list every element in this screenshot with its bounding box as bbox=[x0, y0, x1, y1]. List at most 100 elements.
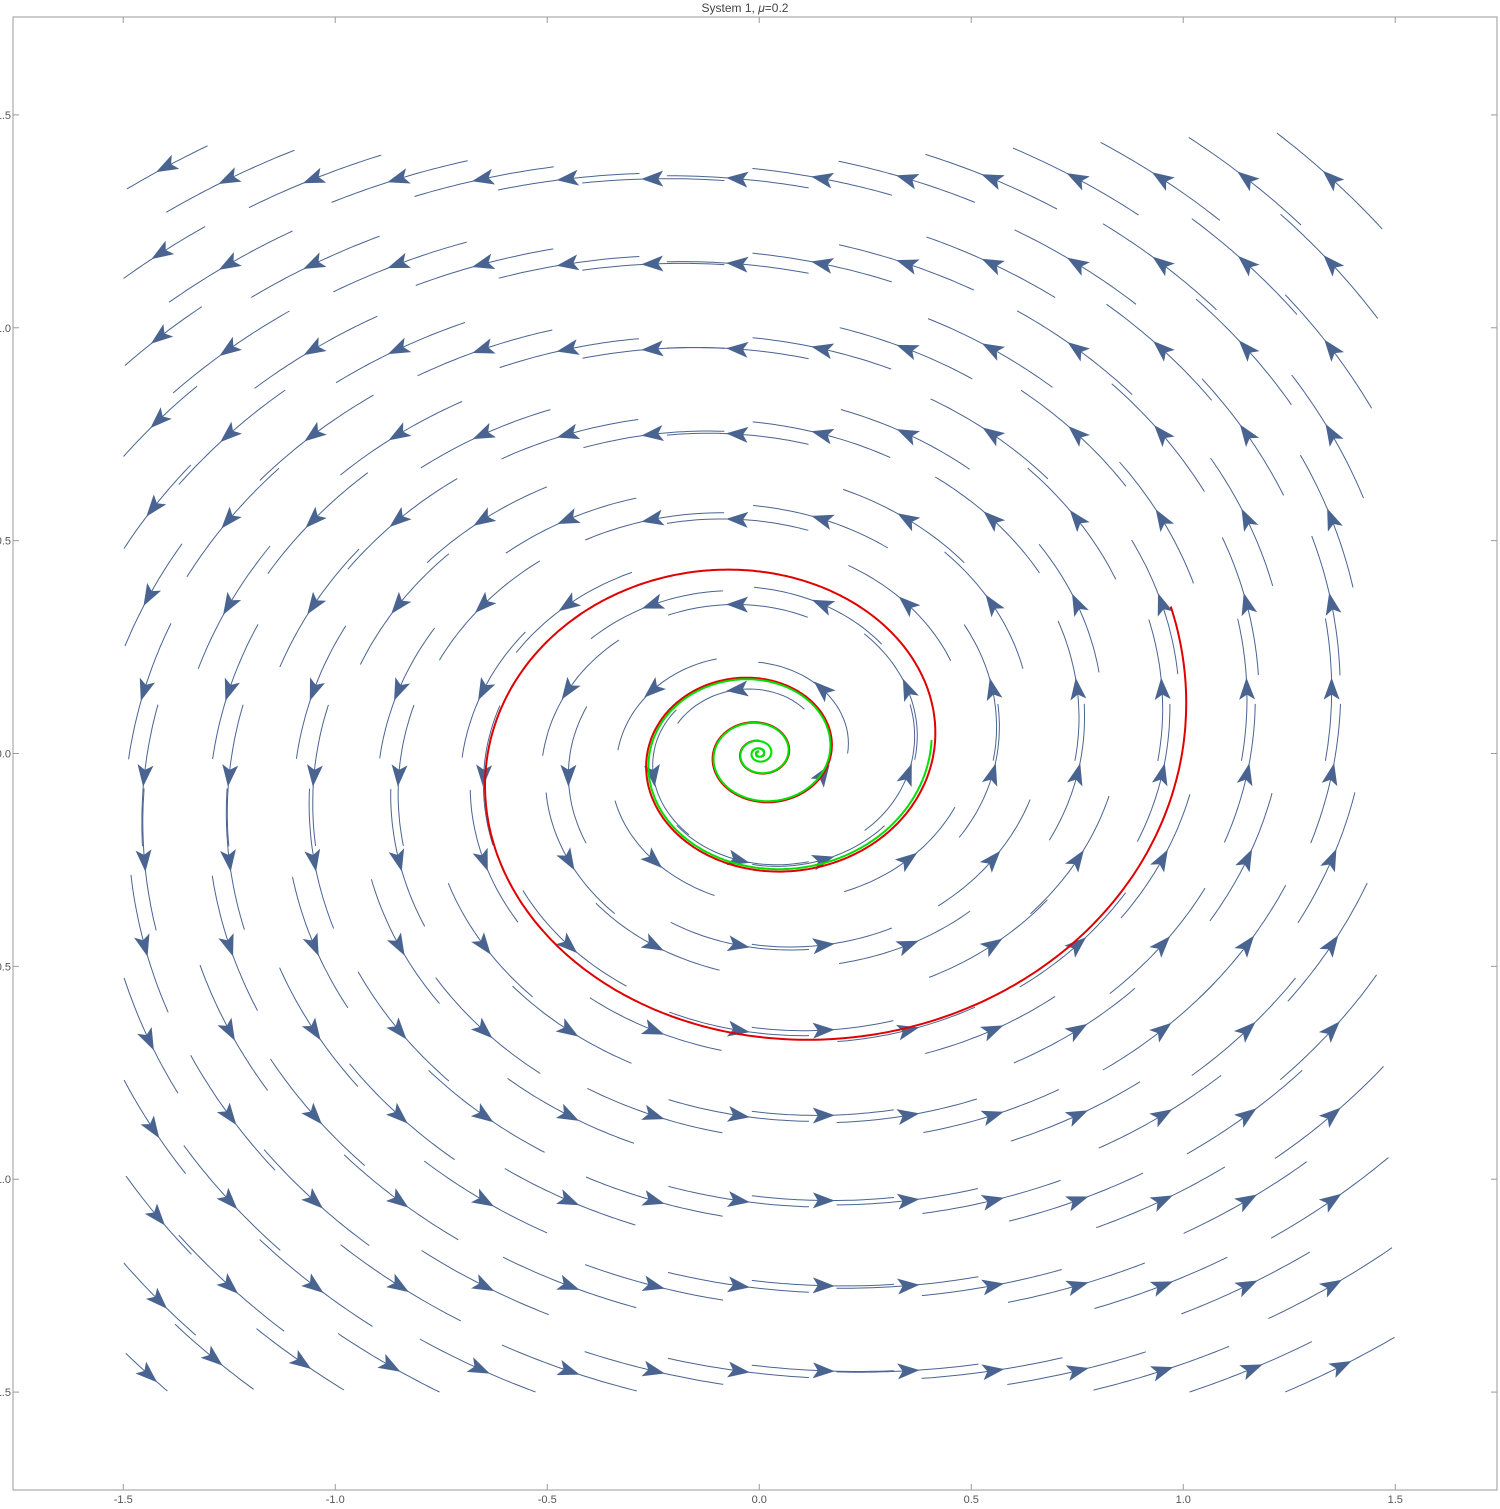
stream-arrow-143 bbox=[898, 596, 921, 618]
stream-arrow-58 bbox=[387, 252, 411, 269]
stream-line-94 bbox=[589, 997, 722, 1051]
stream-arrow-71 bbox=[472, 422, 496, 440]
stream-arrow-163 bbox=[981, 174, 1005, 191]
stream-line-40 bbox=[267, 472, 369, 574]
stream-line-204 bbox=[1210, 457, 1274, 587]
stream-arrow-93 bbox=[641, 1104, 665, 1120]
stream-line-84 bbox=[515, 571, 633, 654]
stream-arrow-78 bbox=[555, 1103, 580, 1121]
stream-line-214 bbox=[1287, 882, 1368, 1002]
stream-arrow-144 bbox=[897, 513, 921, 532]
stream-arrow-61 bbox=[471, 1274, 495, 1292]
x-tick-label-3: 0.0 bbox=[752, 1494, 767, 1506]
stream-arrow-119 bbox=[812, 1362, 835, 1379]
stream-line-39 bbox=[279, 548, 360, 668]
stream-arrow-147 bbox=[896, 259, 920, 275]
stream-line-35 bbox=[292, 876, 349, 1009]
stream-line-144 bbox=[842, 488, 965, 563]
stream-arrow-136 bbox=[896, 1193, 920, 1210]
stream-arrow-160 bbox=[982, 427, 1006, 447]
stream-arrow-95 bbox=[640, 933, 664, 951]
stream-arrow-185 bbox=[1150, 849, 1168, 873]
stream-arrow-11 bbox=[150, 407, 172, 429]
stream-arrow-206 bbox=[1238, 340, 1260, 362]
stream-arrow-8 bbox=[139, 677, 156, 702]
stream-arrow-122 bbox=[812, 1107, 835, 1124]
stream-arrow-91 bbox=[641, 1275, 665, 1291]
x-tick-label-5: 1.0 bbox=[1176, 1494, 1191, 1506]
stream-arrow-25 bbox=[221, 506, 242, 529]
stream-arrow-174 bbox=[1069, 510, 1090, 533]
stream-line-64 bbox=[435, 977, 541, 1074]
stream-line-19 bbox=[199, 964, 269, 1091]
stream-arrow-37 bbox=[306, 764, 323, 787]
stream-arrow-129 bbox=[811, 514, 835, 530]
stream-arrow-88 bbox=[556, 254, 580, 271]
stream-line-220 bbox=[1291, 374, 1364, 499]
stream-arrow-207 bbox=[1237, 255, 1260, 277]
x-tick-label-4: 0.5 bbox=[964, 1494, 979, 1506]
stream-arrow-5 bbox=[134, 933, 150, 957]
stream-arrow-72 bbox=[472, 338, 496, 354]
stream-line-167 bbox=[1010, 1081, 1141, 1142]
stream-arrow-141 bbox=[896, 763, 912, 787]
stream-arrow-161 bbox=[981, 343, 1006, 361]
stream-arrow-53 bbox=[394, 677, 411, 701]
stream-arrow-17 bbox=[216, 1187, 238, 1210]
stream-line-56 bbox=[340, 401, 463, 476]
stream-arrow-83 bbox=[561, 676, 581, 700]
stream-arrow-127 bbox=[813, 681, 836, 703]
stream-arrow-68 bbox=[478, 677, 496, 701]
stream-arrow-128 bbox=[811, 599, 836, 616]
stream-line-168 bbox=[1013, 987, 1136, 1064]
stream-line-33 bbox=[269, 1058, 366, 1166]
stream-arrow-205 bbox=[1239, 424, 1260, 447]
stream-arrow-0 bbox=[135, 1361, 158, 1383]
stream-line-155 bbox=[937, 799, 1031, 907]
stream-line-71 bbox=[420, 409, 551, 469]
stream-arrow-181 bbox=[1149, 1195, 1173, 1212]
y-tick-label-4: 0.5 bbox=[0, 536, 11, 548]
stream-arrow-188 bbox=[1157, 593, 1173, 617]
stream-arrow-77 bbox=[556, 1189, 580, 1206]
stream-arrow-149 bbox=[981, 1364, 1005, 1381]
stream-arrow-219 bbox=[1327, 508, 1343, 532]
stream-arrow-28 bbox=[218, 251, 242, 270]
stream-arrow-26 bbox=[220, 421, 242, 443]
stream-arrow-221 bbox=[1324, 339, 1345, 362]
stream-arrow-54 bbox=[391, 591, 412, 614]
stream-arrow-215 bbox=[1320, 848, 1337, 873]
stream-arrow-132 bbox=[811, 258, 835, 274]
stream-arrow-29 bbox=[218, 167, 242, 185]
stream-arrow-9 bbox=[143, 582, 162, 606]
stream-arrow-199 bbox=[1234, 935, 1255, 958]
stream-arrow-155 bbox=[979, 850, 1001, 873]
stream-arrow-55 bbox=[389, 506, 412, 528]
stream-arrow-13 bbox=[151, 240, 175, 260]
stream-arrow-38 bbox=[309, 677, 325, 701]
stream-arrow-52 bbox=[391, 764, 408, 787]
stream-line-129 bbox=[753, 505, 889, 549]
stream-arrow-137 bbox=[896, 1109, 920, 1125]
stream-arrow-56 bbox=[388, 422, 412, 441]
stream-arrow-208 bbox=[1237, 171, 1260, 192]
stream-line-216 bbox=[1310, 703, 1341, 844]
stream-arrow-62 bbox=[470, 1188, 494, 1207]
stream-arrow-212 bbox=[1318, 1107, 1341, 1128]
stream-arrow-51 bbox=[388, 848, 405, 872]
stream-line-50 bbox=[370, 879, 440, 1004]
chart-title-value: =0.2 bbox=[765, 1, 789, 15]
stream-arrow-34 bbox=[301, 1017, 321, 1041]
stream-arrow-222 bbox=[1323, 255, 1345, 277]
stream-line-215 bbox=[1297, 792, 1356, 924]
stream-arrow-1 bbox=[145, 1287, 168, 1309]
stream-arrow-103 bbox=[641, 255, 664, 272]
stream-arrow-175 bbox=[1068, 426, 1090, 447]
stream-arrow-31 bbox=[301, 1273, 324, 1293]
stream-arrow-96 bbox=[640, 847, 663, 868]
stream-arrow-210 bbox=[1318, 1279, 1343, 1298]
stream-arrow-140 bbox=[894, 852, 918, 873]
stream-line-154 bbox=[928, 899, 1048, 978]
stream-arrow-57 bbox=[387, 337, 412, 355]
stream-arrow-117 bbox=[726, 256, 749, 273]
